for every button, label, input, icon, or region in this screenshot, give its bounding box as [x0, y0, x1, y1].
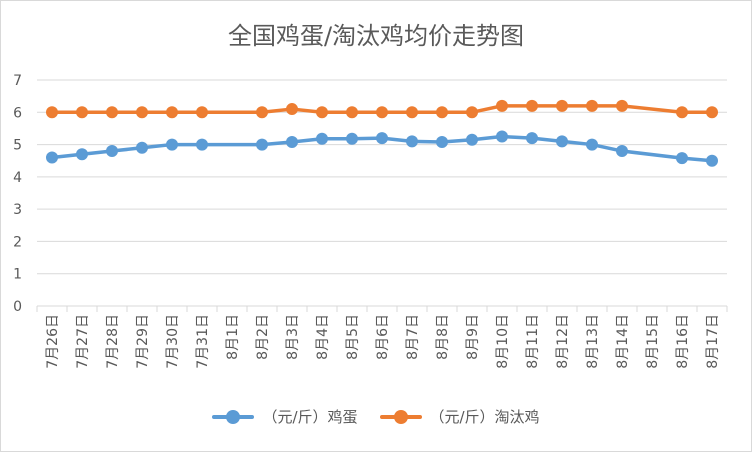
y-tick-label: 2: [13, 234, 22, 250]
x-tick-label: 7月26日: [45, 314, 61, 369]
x-tick-label: 8月2日: [255, 314, 271, 360]
chart-title: 全国鸡蛋/淘汰鸡均价走势图: [227, 22, 525, 50]
data-point: [106, 106, 118, 119]
x-tick-label: 7月30日: [165, 314, 181, 369]
data-point: [526, 99, 538, 112]
data-point: [346, 106, 358, 119]
data-point: [616, 99, 628, 112]
data-point: [406, 135, 418, 148]
y-tick-label: 4: [13, 170, 22, 186]
x-tick-label: 7月31日: [195, 314, 211, 369]
x-tick-label: 8月1日: [225, 314, 241, 360]
x-tick-label: 8月15日: [645, 314, 661, 369]
data-point: [406, 106, 418, 119]
data-point: [436, 135, 448, 148]
data-point: [256, 106, 268, 119]
data-point: [76, 148, 88, 161]
data-point: [286, 135, 298, 148]
x-tick-label: 8月17日: [705, 314, 721, 369]
data-point: [196, 106, 208, 119]
data-point: [316, 106, 328, 119]
data-point: [346, 132, 358, 145]
data-point: [196, 138, 208, 151]
data-point: [316, 132, 328, 145]
x-tick-label: 8月16日: [675, 314, 691, 369]
legend-marker-hen: [379, 409, 422, 424]
data-point: [586, 99, 598, 112]
legend-item-hen: （元/斤）淘汰鸡: [379, 406, 540, 427]
data-point: [556, 99, 568, 112]
data-point: [706, 154, 718, 167]
x-tick-label: 8月11日: [525, 314, 541, 369]
x-tick-label: 7月28日: [105, 314, 121, 369]
x-tick-label: 8月8日: [435, 314, 451, 360]
x-tick-label: 8月12日: [555, 314, 571, 369]
data-point: [526, 132, 538, 145]
data-point: [76, 106, 88, 119]
data-point: [706, 106, 718, 119]
data-point: [136, 106, 148, 119]
data-point: [106, 145, 118, 158]
data-point: [136, 141, 148, 154]
data-point: [676, 106, 688, 119]
data-point: [466, 133, 478, 146]
data-point: [466, 106, 478, 119]
legend-marker-egg: [212, 409, 255, 424]
x-tick-label: 8月9日: [465, 314, 481, 360]
data-point: [676, 152, 688, 165]
data-point: [556, 135, 568, 148]
x-tick-label: 8月10日: [495, 314, 511, 369]
data-point: [586, 138, 598, 151]
x-tick-label: 8月14日: [615, 314, 631, 369]
data-point: [46, 106, 58, 119]
data-point: [436, 106, 448, 119]
data-point: [376, 132, 388, 145]
data-point: [376, 106, 388, 119]
x-tick-label: 7月29日: [135, 314, 151, 369]
y-tick-label: 3: [13, 202, 22, 218]
legend-label-hen: （元/斤）淘汰鸡: [429, 408, 540, 426]
data-point: [166, 106, 178, 119]
x-tick-label: 8月13日: [585, 314, 601, 369]
legend: （元/斤）鸡蛋 （元/斤）淘汰鸡: [0, 406, 752, 427]
legend-item-egg: （元/斤）鸡蛋: [212, 406, 358, 427]
x-tick-label: 8月4日: [315, 314, 331, 360]
x-tick-label: 7月27日: [75, 314, 91, 369]
data-point: [496, 130, 508, 143]
y-tick-label: 1: [13, 267, 22, 283]
y-tick-label: 0: [13, 299, 22, 315]
data-point: [256, 138, 268, 151]
data-point: [496, 99, 508, 112]
data-point: [286, 103, 298, 116]
x-tick-label: 8月3日: [285, 314, 301, 360]
data-point: [616, 145, 628, 158]
legend-label-egg: （元/斤）鸡蛋: [262, 408, 358, 426]
data-point: [46, 151, 58, 164]
y-tick-label: 6: [13, 105, 22, 121]
x-tick-label: 8月6日: [375, 314, 391, 360]
y-tick-label: 5: [13, 138, 22, 154]
y-tick-label: 7: [13, 73, 22, 89]
x-tick-label: 8月7日: [405, 314, 421, 360]
x-tick-label: 8月5日: [345, 314, 361, 360]
data-point: [166, 138, 178, 151]
